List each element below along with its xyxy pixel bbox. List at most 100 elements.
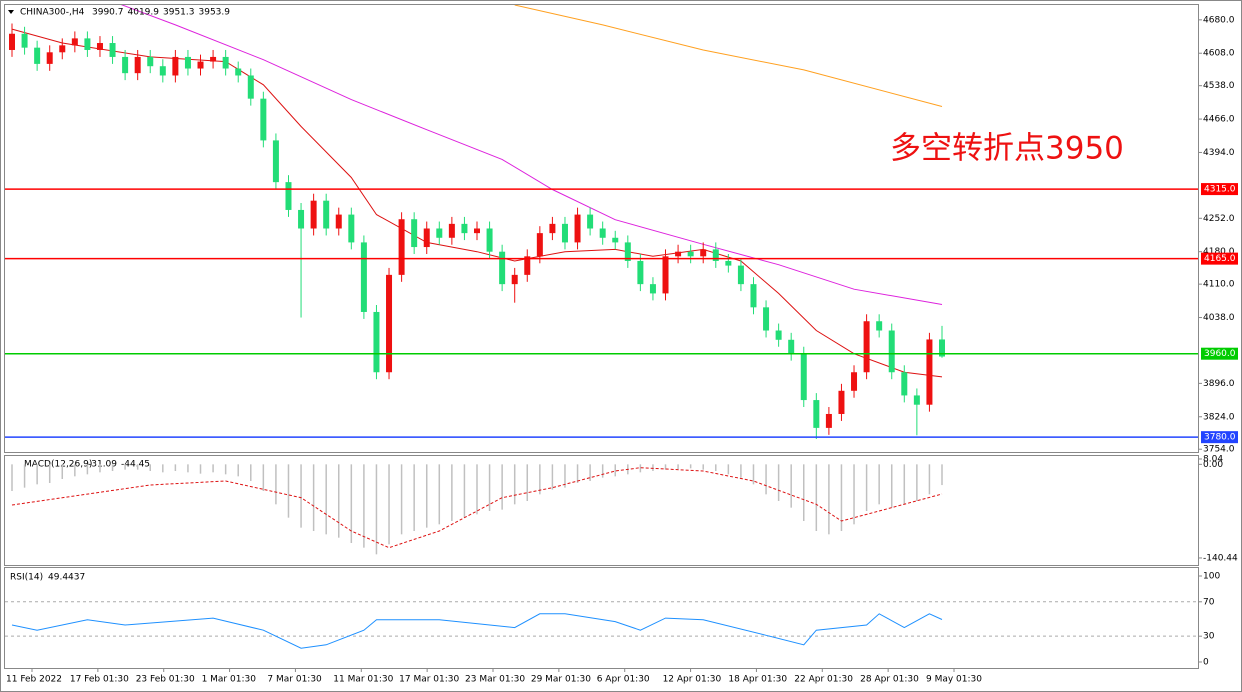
candle-body [360,242,367,312]
annotation: 多空转折点3950 [890,131,1124,167]
macd-signal [11,467,943,549]
candle-body [436,228,443,238]
moving-average [120,5,943,305]
candle-body [775,330,782,340]
y-tick-label: 4394.0 [1203,148,1235,158]
candle-body [197,61,204,69]
x-tick-label: 1 Mar 01:30 [202,675,257,685]
candle-body [763,307,770,331]
rsi-panel [4,567,1199,669]
candle-body [335,214,342,229]
price-level-label: 4165.0 [1204,254,1236,264]
candle-body [825,413,832,428]
price-level-tag [1201,183,1238,196]
candle-body [9,33,15,50]
candle-body [222,56,229,69]
x-tick-label: 11 Feb 2022 [6,675,62,685]
candle-body [323,200,330,229]
candle-body [700,249,707,257]
x-tick-label: 9 May 01:30 [926,675,982,685]
candle-body [939,339,945,357]
header-value: 49.4437 [48,573,85,583]
candle-body [851,372,858,391]
y-tick-label: 4466.0 [1203,115,1235,125]
candle-body [725,260,732,266]
candle-body [423,228,430,248]
header-value: 3990.7 [92,8,124,18]
x-tick-label: 12 Apr 01:30 [663,675,722,685]
candle-body [574,214,581,243]
y-tick-label: 4252.0 [1203,214,1235,224]
candle-body [84,38,91,50]
candle-body [486,228,493,252]
candle-body [587,214,594,229]
candle-body [474,228,480,234]
x-tick-label: 7 Mar 01:30 [267,675,322,685]
candle-body [863,321,870,373]
candle-body [59,45,66,53]
candle-body [813,400,820,428]
candle-body [675,251,682,257]
y-tick-label: 8.04 [1203,454,1223,464]
y-tick-label: 4038.0 [1203,313,1235,323]
candle-body [235,68,242,76]
candle-body [46,52,53,64]
candle-body [561,223,568,243]
x-tick-label: 23 Feb 01:30 [136,675,195,685]
candle-body [788,339,795,354]
candle-body [888,330,895,373]
candle-body [386,274,393,373]
candle-body [901,372,908,396]
y-tick-label: 4110.0 [1203,280,1235,290]
x-tick-label: 17 Mar 01:30 [399,675,459,685]
candle-body [599,228,606,238]
y-tick-label: 3824.0 [1203,412,1235,422]
candle-body [210,56,217,62]
candle-body [260,98,267,141]
candle-body [687,251,694,257]
main-panel [4,4,1199,453]
candle-body [34,47,41,64]
price-level-tag [1201,431,1238,444]
candle-body [524,256,531,275]
header-value: 3953.9 [199,8,231,18]
menu-arrow[interactable] [8,10,14,14]
candle-body [649,284,656,294]
candle-body [172,56,179,76]
x-tick-label: 6 Apr 01:30 [597,675,650,685]
header-value: 4019.9 [128,8,160,18]
candle-body [637,260,644,285]
candle-body [549,223,556,234]
header-value: -44.45 [121,460,150,470]
candle-body [750,284,757,308]
candle-body [712,249,719,261]
candle-body [800,353,807,401]
candle-body [411,219,418,248]
y-tick-label: 4538.0 [1203,81,1235,91]
candle-body [662,256,669,294]
y-tick-label: 0 [1203,657,1209,667]
candle-body [298,209,305,229]
y-tick-label: 30 [1203,632,1215,642]
candle-body [184,56,191,69]
candle-body [737,265,744,285]
candle-body [348,214,355,243]
candle-body [109,43,116,57]
macd-panel [4,455,1199,566]
x-tick-label: 23 Mar 01:30 [465,675,525,685]
y-tick-label: 100 [1203,571,1220,581]
y-tick-label: -140.44 [1203,553,1238,563]
price-level-tag [1201,252,1238,265]
rsi-title: RSI(14) [10,573,43,583]
y-tick-label: 4180.0 [1203,247,1235,257]
x-tick-label: 28 Apr 01:30 [860,675,919,685]
candle-body [398,219,405,275]
candle-body [612,237,619,243]
y-tick-label: 4680.0 [1203,15,1235,25]
candle-body [247,75,254,99]
candle-body [272,140,279,183]
candle-body [147,56,154,67]
y-tick-label: 0.00 [1203,460,1223,470]
